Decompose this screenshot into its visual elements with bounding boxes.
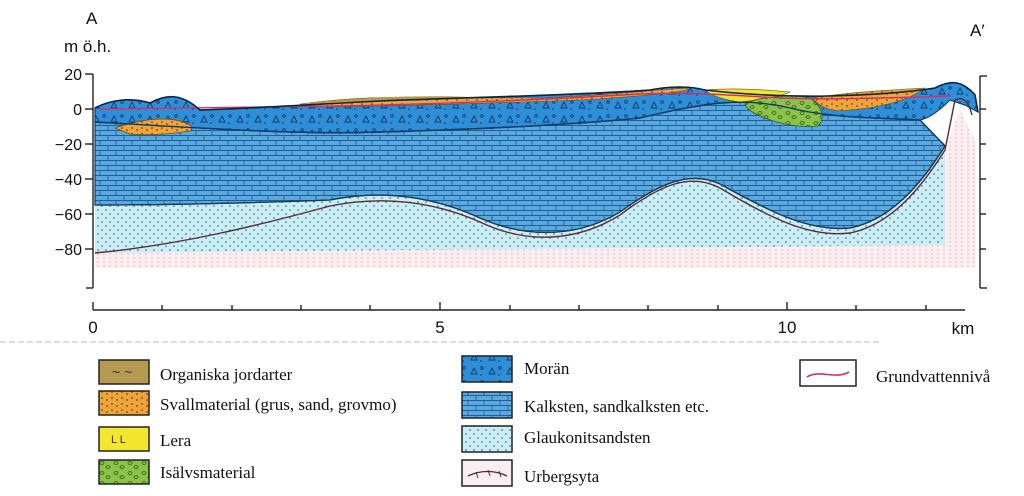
swatch-till <box>461 355 513 383</box>
x-tick-label: 10 <box>778 318 797 337</box>
left-y-tick-labels: 20 0 −20 −40 −60 −80 <box>55 67 82 259</box>
glauconite-layer <box>95 146 945 253</box>
swatch-glacifluvial <box>98 459 150 485</box>
legend-organic-label: Organiska jordarter <box>160 365 293 384</box>
x-tick-label: 0 <box>88 318 97 337</box>
legend-bedrock-label: Urbergsyta <box>524 467 600 486</box>
swatch-clay <box>98 426 150 452</box>
shore-lens-right <box>811 87 926 111</box>
swatch-organic <box>98 359 150 385</box>
svg-text:~ ~: ~ ~ <box>112 364 132 380</box>
right-y-axis <box>979 75 987 289</box>
y-tick-label: −80 <box>55 242 82 259</box>
end-label: A′ <box>970 21 985 40</box>
swatch-glauconite <box>461 425 513 453</box>
swatch-shore <box>98 390 150 416</box>
y-tick-label: 0 <box>73 102 82 119</box>
shore-lens-left <box>113 118 193 136</box>
till-limestone-boundary <box>94 101 946 147</box>
legend-clay-label: Lera <box>160 431 192 450</box>
y-tick-label: −40 <box>55 172 82 189</box>
legend-till-label: Morän <box>524 359 570 378</box>
x-tick-labels: 0 5 10 km <box>88 318 974 338</box>
glauconite-top-boundary <box>94 145 946 234</box>
y-axis-unit: m ö.h. <box>64 37 111 56</box>
bedrock-surface <box>94 97 973 254</box>
legend-limestone-label: Kalksten, sandkalksten etc. <box>524 397 710 416</box>
legend-groundwater-label: Grundvattennivå <box>876 367 991 386</box>
legend-swatches: ~ ~ L L <box>98 355 857 487</box>
svg-text:L L: L L <box>111 434 126 446</box>
cross-section <box>94 81 979 268</box>
legend-shore-label: Svallmaterial (grus, sand, grovmo) <box>160 395 397 414</box>
y-tick-label: 20 <box>64 67 82 84</box>
swatch-bedrock <box>461 459 513 487</box>
y-tick-label: −20 <box>55 137 82 154</box>
x-tick-label: 5 <box>435 318 444 337</box>
left-y-axis <box>85 73 94 289</box>
x-axis-unit: km <box>952 319 975 338</box>
legend-glauconite-label: Glaukonitsandsten <box>524 428 651 447</box>
ground-surface <box>94 81 979 113</box>
swatch-limestone <box>461 391 513 419</box>
x-axis <box>92 302 965 311</box>
start-label: A <box>86 9 98 28</box>
legend-glacifluvial-label: Isälvsmaterial <box>160 463 256 482</box>
y-tick-label: −60 <box>55 207 82 224</box>
